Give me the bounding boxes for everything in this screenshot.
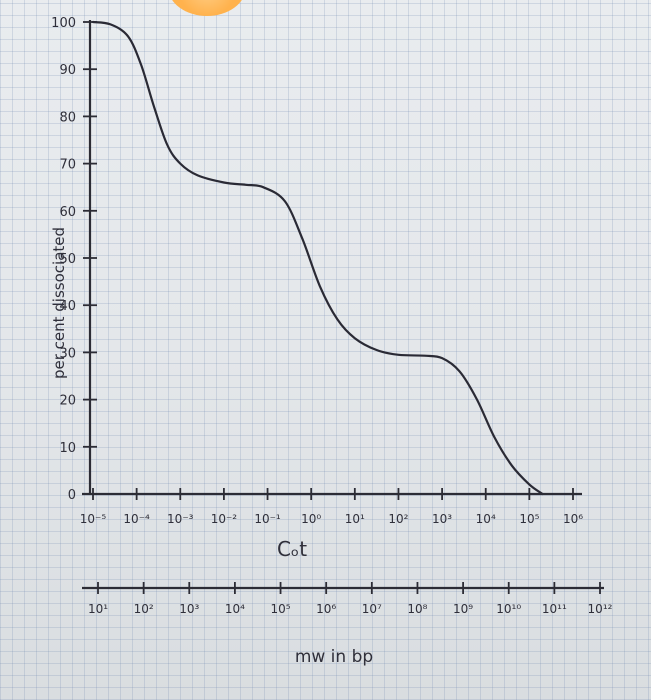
x-tick-label: 10⁻⁴ [123, 512, 150, 526]
y-tick-label: 80 [59, 110, 76, 125]
x-tick-label: 10¹ [345, 512, 365, 526]
y-ticks: 0 10 20 30 40 50 60 70 80 90 100 [51, 16, 97, 503]
y-tick-label: 40 [59, 299, 76, 314]
secondary-x-tick-label: 10⁹ [453, 602, 473, 616]
x-tick-label: 10⁶ [563, 512, 583, 526]
secondary-x-tick-label: 10² [134, 602, 154, 616]
y-tick-label: 60 [59, 205, 76, 220]
axes [82, 20, 604, 590]
secondary-x-tick-label: 10⁷ [362, 602, 382, 616]
secondary-x-tick-label: 10⁶ [316, 602, 336, 616]
secondary-x-tick-label: 10³ [179, 602, 199, 616]
x-ticks: 10⁻⁵ 10⁻⁴ 10⁻³ 10⁻² 10⁻¹ 10⁰ 10¹ 10² 10³ 10⁴ 10⁵ 10… [80, 488, 583, 526]
secondary-x-tick-label: 10⁴ [225, 602, 245, 616]
y-tick-label: 90 [59, 63, 76, 78]
secondary-x-tick-label: 10¹¹ [542, 602, 567, 616]
series-line [91, 20, 544, 496]
y-tick-label: 50 [59, 252, 76, 267]
light-glare [168, 0, 246, 16]
secondary-x-axis-label: mw in bp [295, 647, 373, 667]
x-axis-label: Cₒt [277, 537, 307, 561]
x-tick-label: 10⁴ [476, 512, 496, 526]
y-tick-label: 10 [59, 441, 76, 456]
secondary-x-tick-label: 10¹⁰ [496, 602, 521, 616]
secondary-x-tick-label: 10¹² [588, 602, 613, 616]
secondary-x-tick-label: 10⁵ [270, 602, 290, 616]
x-tick-label: 10² [388, 512, 408, 526]
x-tick-label: 10⁻³ [167, 512, 194, 526]
y-tick-label: 100 [51, 16, 76, 31]
x-tick-label: 10⁻⁵ [80, 512, 107, 526]
secondary-x-ticks: 10¹ 10² 10³ 10⁴ 10⁵ 10⁶ 10⁷ 10⁸ 10⁹ 10¹⁰ 10¹¹ 10¹² [88, 582, 613, 616]
y-tick-label: 30 [59, 346, 76, 361]
y-axis-label: per cent dissociated [50, 227, 68, 379]
secondary-x-tick-label: 10⁸ [407, 602, 427, 616]
x-tick-label: 10³ [432, 512, 452, 526]
x-tick-label: 10⁻¹ [254, 512, 281, 526]
x-tick-label: 10⁻² [211, 512, 238, 526]
x-tick-label: 10⁵ [519, 512, 539, 526]
y-tick-label: 70 [59, 158, 76, 173]
y-tick-label: 20 [59, 394, 76, 409]
secondary-x-tick-label: 10¹ [88, 602, 108, 616]
y-tick-label: 0 [68, 488, 76, 503]
x-tick-label: 10⁰ [301, 512, 321, 526]
